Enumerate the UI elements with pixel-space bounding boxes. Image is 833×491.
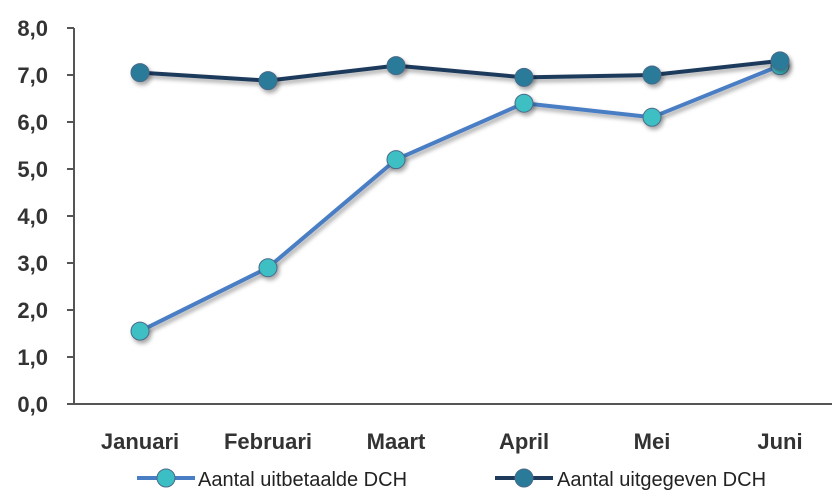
data-point (386, 56, 406, 76)
data-point (130, 321, 150, 341)
data-point (386, 150, 406, 170)
data-point (258, 71, 278, 91)
y-tick-label: 4,0 (17, 204, 48, 229)
data-point (130, 63, 150, 83)
y-tick-label: 7,0 (17, 63, 48, 88)
legend-label: Aantal uitbetaalde DCH (198, 469, 407, 491)
series-line (139, 58, 781, 83)
series-line (139, 63, 781, 333)
x-tick-label: Mei (634, 429, 671, 454)
axes (73, 28, 832, 405)
data-point (642, 107, 662, 127)
data-point (514, 93, 534, 113)
x-tick-label: Januari (101, 429, 179, 454)
y-tick-label: 0,0 (17, 392, 48, 417)
legend-item-2: Aantal uitgegeven DCH (495, 468, 766, 491)
y-tick-label: 5,0 (17, 157, 48, 182)
legend-label: Aantal uitgegeven DCH (557, 469, 766, 491)
series-group (130, 51, 790, 341)
y-tick-label: 6,0 (17, 110, 48, 135)
x-tick-label: April (499, 429, 549, 454)
y-tick-label: 8,0 (17, 16, 48, 41)
y-tick-label: 2,0 (17, 298, 48, 323)
y-tick-label: 1,0 (17, 345, 48, 370)
data-point (514, 67, 534, 87)
series-1 (130, 56, 790, 341)
legend-marker-swatch (156, 468, 176, 488)
legend: Aantal uitbetaalde DCH Aantal uitgegeven … (137, 468, 766, 491)
x-tick-label: Juni (757, 429, 802, 454)
y-axis-ticks: 0,0 1,0 2,0 3,0 4,0 5,0 6,0 7,0 8,0 (17, 16, 74, 417)
legend-item-1: Aantal uitbetaalde DCH (137, 468, 407, 491)
x-axis-ticks: Januari Februari Maart April Mei Juni (101, 429, 803, 454)
data-point (770, 51, 790, 71)
series-2 (130, 51, 790, 91)
y-tick-label: 3,0 (17, 251, 48, 276)
legend-marker-swatch (514, 468, 534, 488)
data-point (258, 258, 278, 278)
x-tick-label: Maart (367, 429, 426, 454)
x-tick-label: Februari (224, 429, 312, 454)
data-point (642, 65, 662, 85)
